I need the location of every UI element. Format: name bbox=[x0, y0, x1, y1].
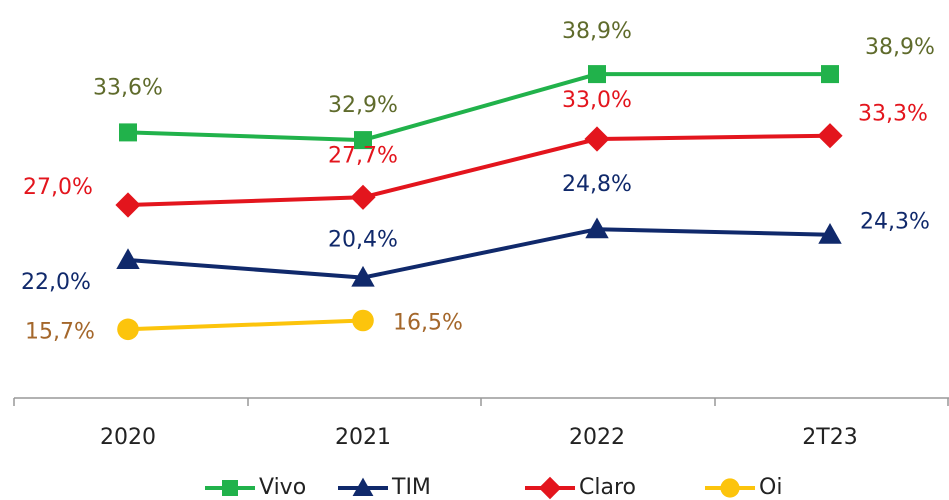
legend-label: Vivo bbox=[259, 475, 306, 500]
marker bbox=[354, 131, 372, 150]
data-label: 24,3% bbox=[860, 210, 930, 235]
marker bbox=[818, 223, 842, 244]
marker bbox=[352, 309, 374, 332]
marker bbox=[352, 477, 374, 496]
marker bbox=[584, 126, 610, 152]
marker bbox=[350, 184, 376, 210]
x-tick-label: 2020 bbox=[100, 425, 156, 450]
marker bbox=[821, 65, 839, 84]
x-tick-label: 2022 bbox=[569, 425, 625, 450]
marker bbox=[117, 318, 139, 341]
legend-label: Oi bbox=[759, 475, 782, 500]
marker bbox=[222, 480, 238, 496]
series-line bbox=[127, 133, 831, 207]
data-label: 16,5% bbox=[393, 311, 463, 336]
data-label: 38,9% bbox=[562, 19, 632, 44]
data-label: 24,8% bbox=[562, 172, 632, 197]
series-line bbox=[127, 318, 364, 332]
data-label: 20,4% bbox=[328, 228, 398, 253]
data-label: 33,0% bbox=[562, 88, 632, 113]
data-label: 33,3% bbox=[858, 102, 928, 127]
marker bbox=[119, 123, 137, 142]
marker bbox=[351, 265, 375, 287]
data-label: 27,0% bbox=[23, 175, 93, 200]
legend-label: Claro bbox=[579, 475, 636, 500]
marker bbox=[115, 192, 141, 218]
x-tick-label: 2T23 bbox=[802, 425, 857, 450]
data-label: 15,7% bbox=[25, 319, 95, 344]
marker bbox=[817, 123, 843, 149]
legend-label: TIM bbox=[391, 475, 431, 500]
marker bbox=[588, 65, 606, 84]
marker bbox=[720, 478, 740, 498]
series-line bbox=[127, 227, 831, 280]
marker bbox=[585, 217, 609, 239]
marker bbox=[116, 248, 140, 269]
data-label: 27,7% bbox=[328, 143, 398, 168]
data-label: 33,6% bbox=[93, 75, 163, 100]
data-label: 32,9% bbox=[328, 93, 398, 118]
series-line bbox=[127, 72, 830, 143]
marker bbox=[538, 476, 562, 500]
x-tick-label: 2021 bbox=[335, 425, 391, 450]
data-label: 38,9% bbox=[865, 35, 935, 60]
data-label: 22,0% bbox=[21, 270, 91, 295]
